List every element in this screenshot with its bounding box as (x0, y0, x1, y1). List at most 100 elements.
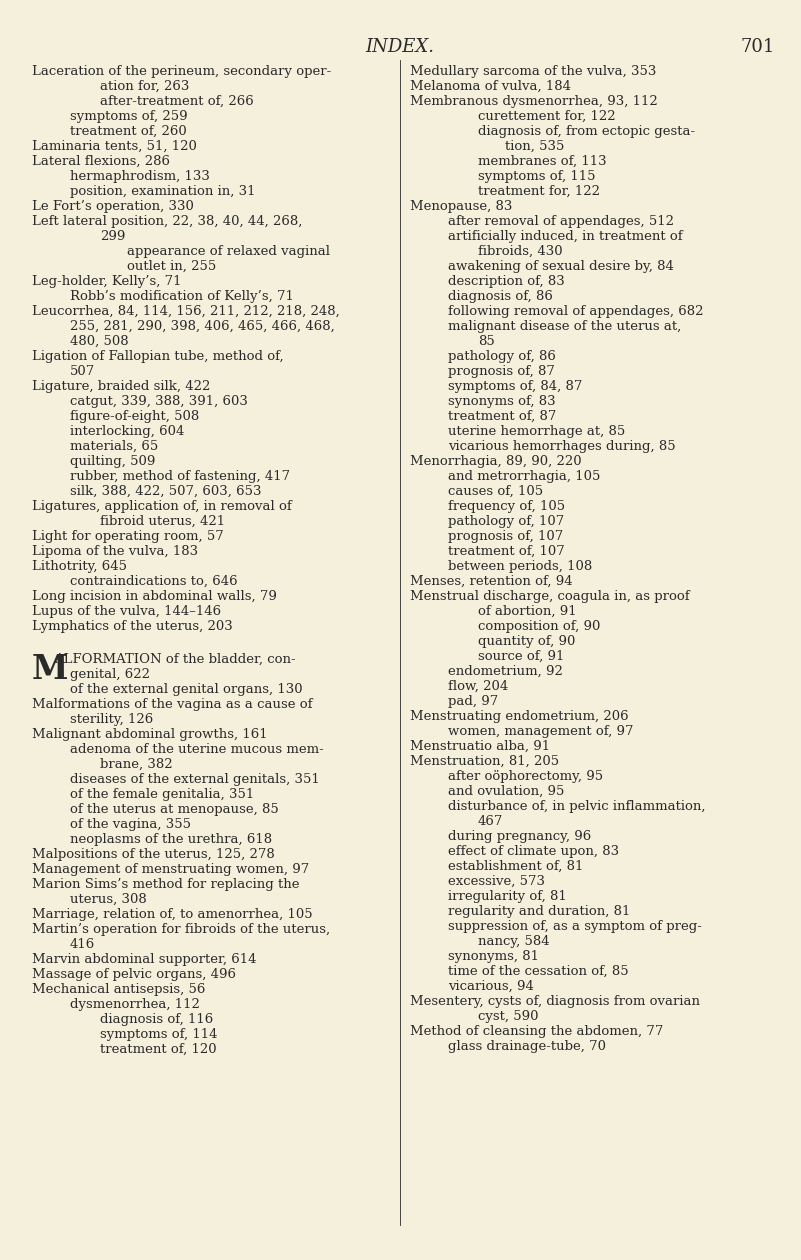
Text: excessive, 573: excessive, 573 (448, 874, 545, 888)
Text: Management of menstruating women, 97: Management of menstruating women, 97 (32, 863, 309, 876)
Text: hermaphrodism, 133: hermaphrodism, 133 (70, 170, 210, 183)
Text: 701: 701 (741, 38, 775, 55)
Text: Marriage, relation of, to amenorrhea, 105: Marriage, relation of, to amenorrhea, 10… (32, 908, 312, 921)
Text: treatment of, 87: treatment of, 87 (448, 410, 557, 423)
Text: establishment of, 81: establishment of, 81 (448, 861, 583, 873)
Text: vicarious, 94: vicarious, 94 (448, 980, 534, 993)
Text: composition of, 90: composition of, 90 (478, 620, 601, 633)
Text: membranes of, 113: membranes of, 113 (478, 155, 606, 168)
Text: causes of, 105: causes of, 105 (448, 485, 543, 498)
Text: after-treatment of, 266: after-treatment of, 266 (100, 94, 254, 108)
Text: ation for, 263: ation for, 263 (100, 79, 189, 93)
Text: Le Fort’s operation, 330: Le Fort’s operation, 330 (32, 200, 194, 213)
Text: of the external genital organs, 130: of the external genital organs, 130 (70, 683, 303, 696)
Text: Malpositions of the uterus, 125, 278: Malpositions of the uterus, 125, 278 (32, 848, 275, 861)
Text: Laceration of the perineum, secondary oper-: Laceration of the perineum, secondary op… (32, 66, 332, 78)
Text: silk, 388, 422, 507, 603, 653: silk, 388, 422, 507, 603, 653 (70, 485, 261, 498)
Text: artificially induced, in treatment of: artificially induced, in treatment of (448, 231, 682, 243)
Text: nancy, 584: nancy, 584 (478, 935, 549, 948)
Text: Light for operating room, 57: Light for operating room, 57 (32, 530, 223, 543)
Text: vicarious hemorrhages during, 85: vicarious hemorrhages during, 85 (448, 440, 675, 454)
Text: diagnosis of, 116: diagnosis of, 116 (100, 1013, 213, 1026)
Text: rubber, method of fastening, 417: rubber, method of fastening, 417 (70, 470, 290, 483)
Text: position, examination in, 31: position, examination in, 31 (70, 185, 256, 198)
Text: awakening of sexual desire by, 84: awakening of sexual desire by, 84 (448, 260, 674, 273)
Text: frequency of, 105: frequency of, 105 (448, 500, 566, 513)
Text: pathology of, 86: pathology of, 86 (448, 350, 556, 363)
Text: prognosis of, 87: prognosis of, 87 (448, 365, 555, 378)
Text: pad, 97: pad, 97 (448, 696, 498, 708)
Text: of the female genitalia, 351: of the female genitalia, 351 (70, 788, 254, 801)
Text: Laminaria tents, 51, 120: Laminaria tents, 51, 120 (32, 140, 197, 152)
Text: during pregnancy, 96: during pregnancy, 96 (448, 830, 591, 843)
Text: 507: 507 (70, 365, 95, 378)
Text: Menorrhagia, 89, 90, 220: Menorrhagia, 89, 90, 220 (410, 455, 582, 467)
Text: Long incision in abdominal walls, 79: Long incision in abdominal walls, 79 (32, 590, 277, 604)
Text: tion, 535: tion, 535 (505, 140, 565, 152)
Text: description of, 83: description of, 83 (448, 275, 565, 289)
Text: Marion Sims’s method for replacing the: Marion Sims’s method for replacing the (32, 878, 300, 891)
Text: dysmenorrhea, 112: dysmenorrhea, 112 (70, 998, 200, 1011)
Text: 467: 467 (478, 815, 503, 828)
Text: adenoma of the uterine mucous mem-: adenoma of the uterine mucous mem- (70, 743, 324, 756)
Text: effect of climate upon, 83: effect of climate upon, 83 (448, 845, 619, 858)
Text: Lupus of the vulva, 144–146: Lupus of the vulva, 144–146 (32, 605, 221, 617)
Text: Menstruating endometrium, 206: Menstruating endometrium, 206 (410, 709, 629, 723)
Text: outlet in, 255: outlet in, 255 (127, 260, 216, 273)
Text: 480, 508: 480, 508 (70, 335, 129, 348)
Text: quilting, 509: quilting, 509 (70, 455, 155, 467)
Text: sterility, 126: sterility, 126 (70, 713, 153, 726)
Text: figure-of-eight, 508: figure-of-eight, 508 (70, 410, 199, 423)
Text: symptoms of, 84, 87: symptoms of, 84, 87 (448, 381, 582, 393)
Text: uterus, 308: uterus, 308 (70, 893, 147, 906)
Text: quantity of, 90: quantity of, 90 (478, 635, 575, 648)
Text: synonyms, 81: synonyms, 81 (448, 950, 539, 963)
Text: Malignant abdominal growths, 161: Malignant abdominal growths, 161 (32, 728, 268, 741)
Text: following removal of appendages, 682: following removal of appendages, 682 (448, 305, 703, 318)
Text: Ligatures, application of, in removal of: Ligatures, application of, in removal of (32, 500, 292, 513)
Text: Menstruatio alba, 91: Menstruatio alba, 91 (410, 740, 550, 753)
Text: Martin’s operation for fibroids of the uterus,: Martin’s operation for fibroids of the u… (32, 924, 330, 936)
Text: pathology of, 107: pathology of, 107 (448, 515, 564, 528)
Text: source of, 91: source of, 91 (478, 650, 565, 663)
Text: between periods, 108: between periods, 108 (448, 559, 592, 573)
Text: 416: 416 (70, 937, 95, 951)
Text: Mesentery, cysts of, diagnosis from ovarian: Mesentery, cysts of, diagnosis from ovar… (410, 995, 700, 1008)
Text: Leg-holder, Kelly’s, 71: Leg-holder, Kelly’s, 71 (32, 275, 182, 289)
Text: Melanoma of vulva, 184: Melanoma of vulva, 184 (410, 79, 571, 93)
Text: Menopause, 83: Menopause, 83 (410, 200, 513, 213)
Text: regularity and duration, 81: regularity and duration, 81 (448, 905, 630, 919)
Text: interlocking, 604: interlocking, 604 (70, 425, 184, 438)
Text: cyst, 590: cyst, 590 (478, 1011, 538, 1023)
Text: ALFORMATION of the bladder, con-: ALFORMATION of the bladder, con- (54, 653, 296, 667)
Text: of the vagina, 355: of the vagina, 355 (70, 818, 191, 832)
Text: treatment for, 122: treatment for, 122 (478, 185, 600, 198)
Text: Malformations of the vagina as a cause of: Malformations of the vagina as a cause o… (32, 698, 312, 711)
Text: disturbance of, in pelvic inflammation,: disturbance of, in pelvic inflammation, (448, 800, 706, 813)
Text: Menses, retention of, 94: Menses, retention of, 94 (410, 575, 573, 588)
Text: neoplasms of the urethra, 618: neoplasms of the urethra, 618 (70, 833, 272, 845)
Text: genital, 622: genital, 622 (70, 668, 150, 680)
Text: uterine hemorrhage at, 85: uterine hemorrhage at, 85 (448, 425, 626, 438)
Text: fibroid uterus, 421: fibroid uterus, 421 (100, 515, 225, 528)
Text: of abortion, 91: of abortion, 91 (478, 605, 577, 617)
Text: curettement for, 122: curettement for, 122 (478, 110, 616, 123)
Text: suppression of, as a symptom of preg-: suppression of, as a symptom of preg- (448, 920, 702, 932)
Text: Method of cleansing the abdomen, 77: Method of cleansing the abdomen, 77 (410, 1024, 663, 1038)
Text: Lipoma of the vulva, 183: Lipoma of the vulva, 183 (32, 546, 198, 558)
Text: Ligature, braided silk, 422: Ligature, braided silk, 422 (32, 381, 211, 393)
Text: treatment of, 120: treatment of, 120 (100, 1043, 216, 1056)
Text: Massage of pelvic organs, 496: Massage of pelvic organs, 496 (32, 968, 236, 982)
Text: of the uterus at menopause, 85: of the uterus at menopause, 85 (70, 803, 279, 816)
Text: Mechanical antisepsis, 56: Mechanical antisepsis, 56 (32, 983, 205, 995)
Text: after oöphorectomy, 95: after oöphorectomy, 95 (448, 770, 603, 782)
Text: symptoms of, 259: symptoms of, 259 (70, 110, 187, 123)
Text: diagnosis of, from ectopic gesta-: diagnosis of, from ectopic gesta- (478, 125, 695, 139)
Text: Lithotrity, 645: Lithotrity, 645 (32, 559, 127, 573)
Text: Menstrual discharge, coagula in, as proof: Menstrual discharge, coagula in, as proo… (410, 590, 690, 604)
Text: Membranous dysmenorrhea, 93, 112: Membranous dysmenorrhea, 93, 112 (410, 94, 658, 108)
Text: Marvin abdominal supporter, 614: Marvin abdominal supporter, 614 (32, 953, 256, 966)
Text: women, management of, 97: women, management of, 97 (448, 724, 634, 738)
Text: catgut, 339, 388, 391, 603: catgut, 339, 388, 391, 603 (70, 394, 248, 408)
Text: materials, 65: materials, 65 (70, 440, 159, 454)
